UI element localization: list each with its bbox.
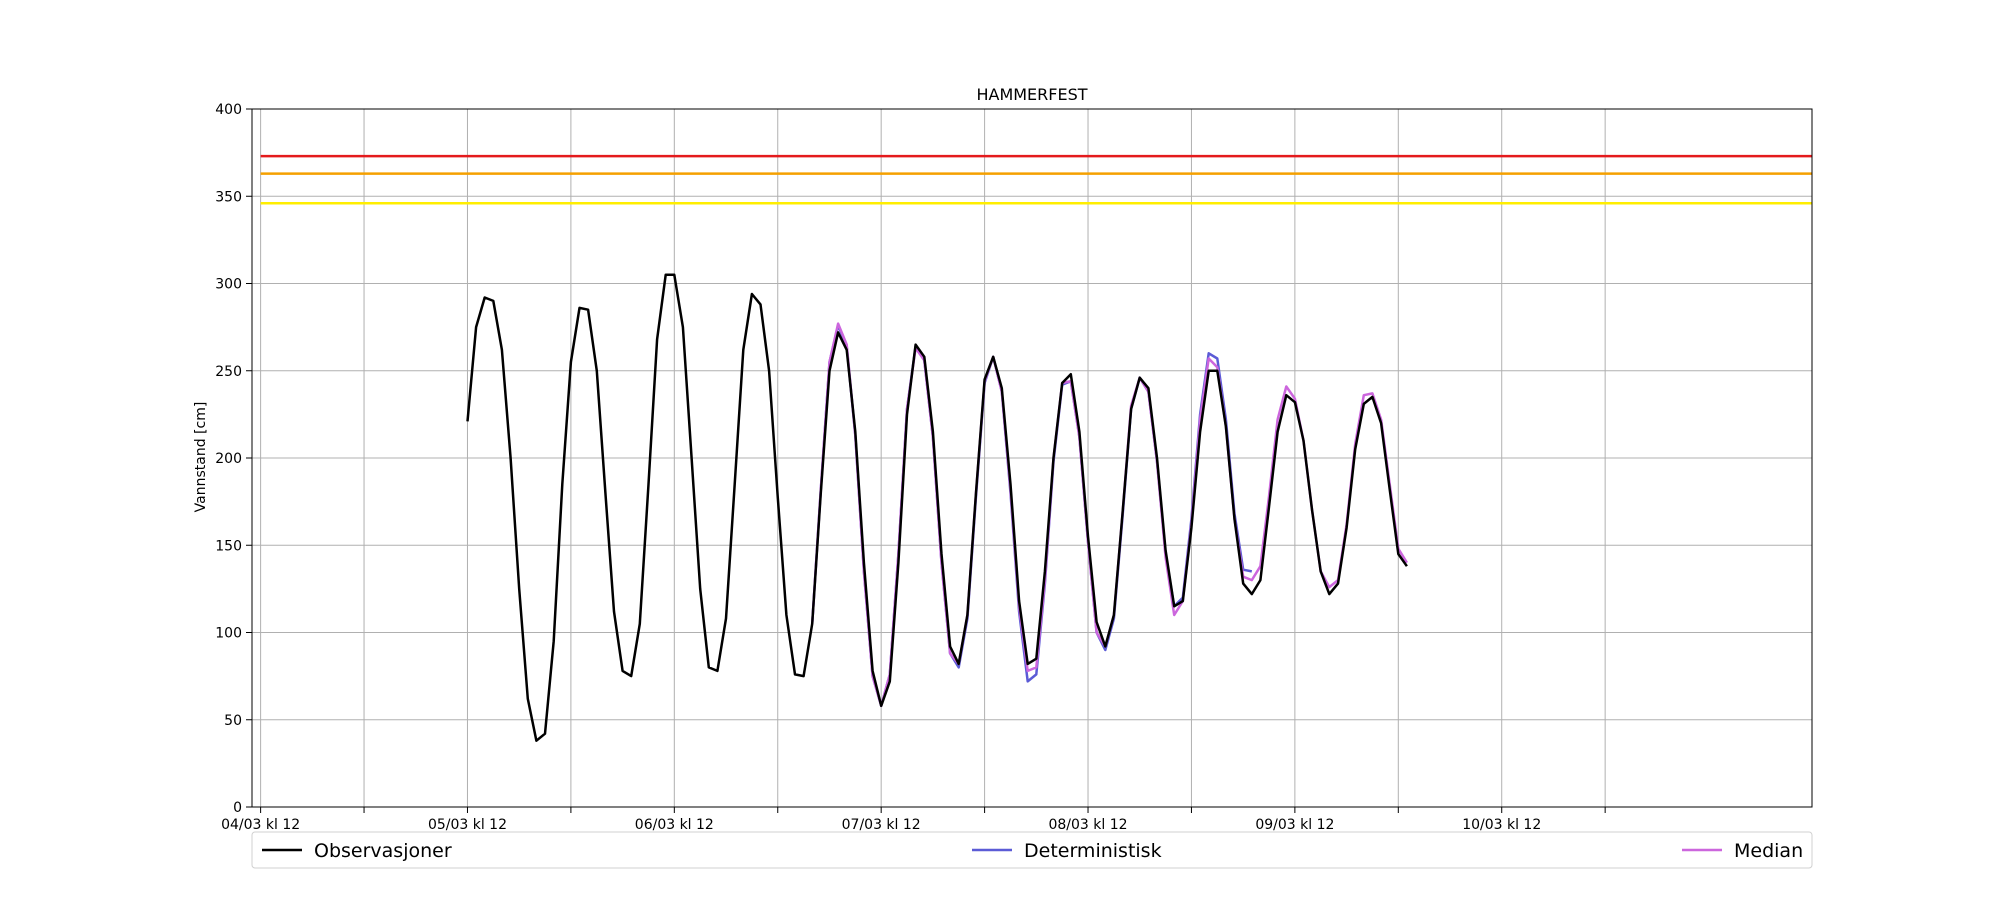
x-tick-label: 08/03 kl 12: [1048, 817, 1127, 833]
x-tick-label: 09/03 kl 12: [1255, 817, 1334, 833]
legend-entry: Observasjoner: [314, 840, 452, 862]
series-layer: [466, 273, 1408, 742]
series-line-observasjoner: [466, 273, 1408, 742]
y-axis-label: Vannstand [cm]: [193, 402, 209, 513]
x-tick-label: 04/03 kl 12: [221, 817, 300, 833]
legend-entry: Median: [1734, 840, 1803, 862]
x-axis: 04/03 kl 12 05/03 kl 12 06/03 kl 12 07/03 k…: [221, 807, 1606, 833]
y-tick-label: 100: [215, 626, 242, 642]
x-tick-label: 07/03 kl 12: [842, 817, 921, 833]
y-tick-label: 350: [215, 189, 242, 205]
legend-box: [251, 831, 1813, 869]
y-tick-label: 300: [215, 277, 242, 293]
legend: Observasjoner Deterministisk Median: [251, 831, 1813, 869]
y-tick-label: 250: [215, 364, 242, 380]
grid: [252, 108, 1812, 808]
x-tick-label: 06/03 kl 12: [635, 817, 714, 833]
y-tick-label: 0: [233, 800, 242, 816]
x-tick-label: 10/03 kl 12: [1462, 817, 1541, 833]
chart-title: HAMMERFEST: [976, 85, 1087, 104]
x-tick-label: 05/03 kl 12: [428, 817, 507, 833]
legend-entry: Deterministisk: [1024, 840, 1162, 862]
threshold-lines: [260, 154, 1812, 205]
y-tick-label: 150: [215, 538, 242, 554]
y-tick-label: 200: [215, 451, 242, 467]
y-tick-label: 50: [224, 713, 242, 729]
y-axis: 0 50 100 150 200 250 300 350 400: [215, 102, 252, 816]
y-tick-label: 400: [215, 102, 242, 118]
